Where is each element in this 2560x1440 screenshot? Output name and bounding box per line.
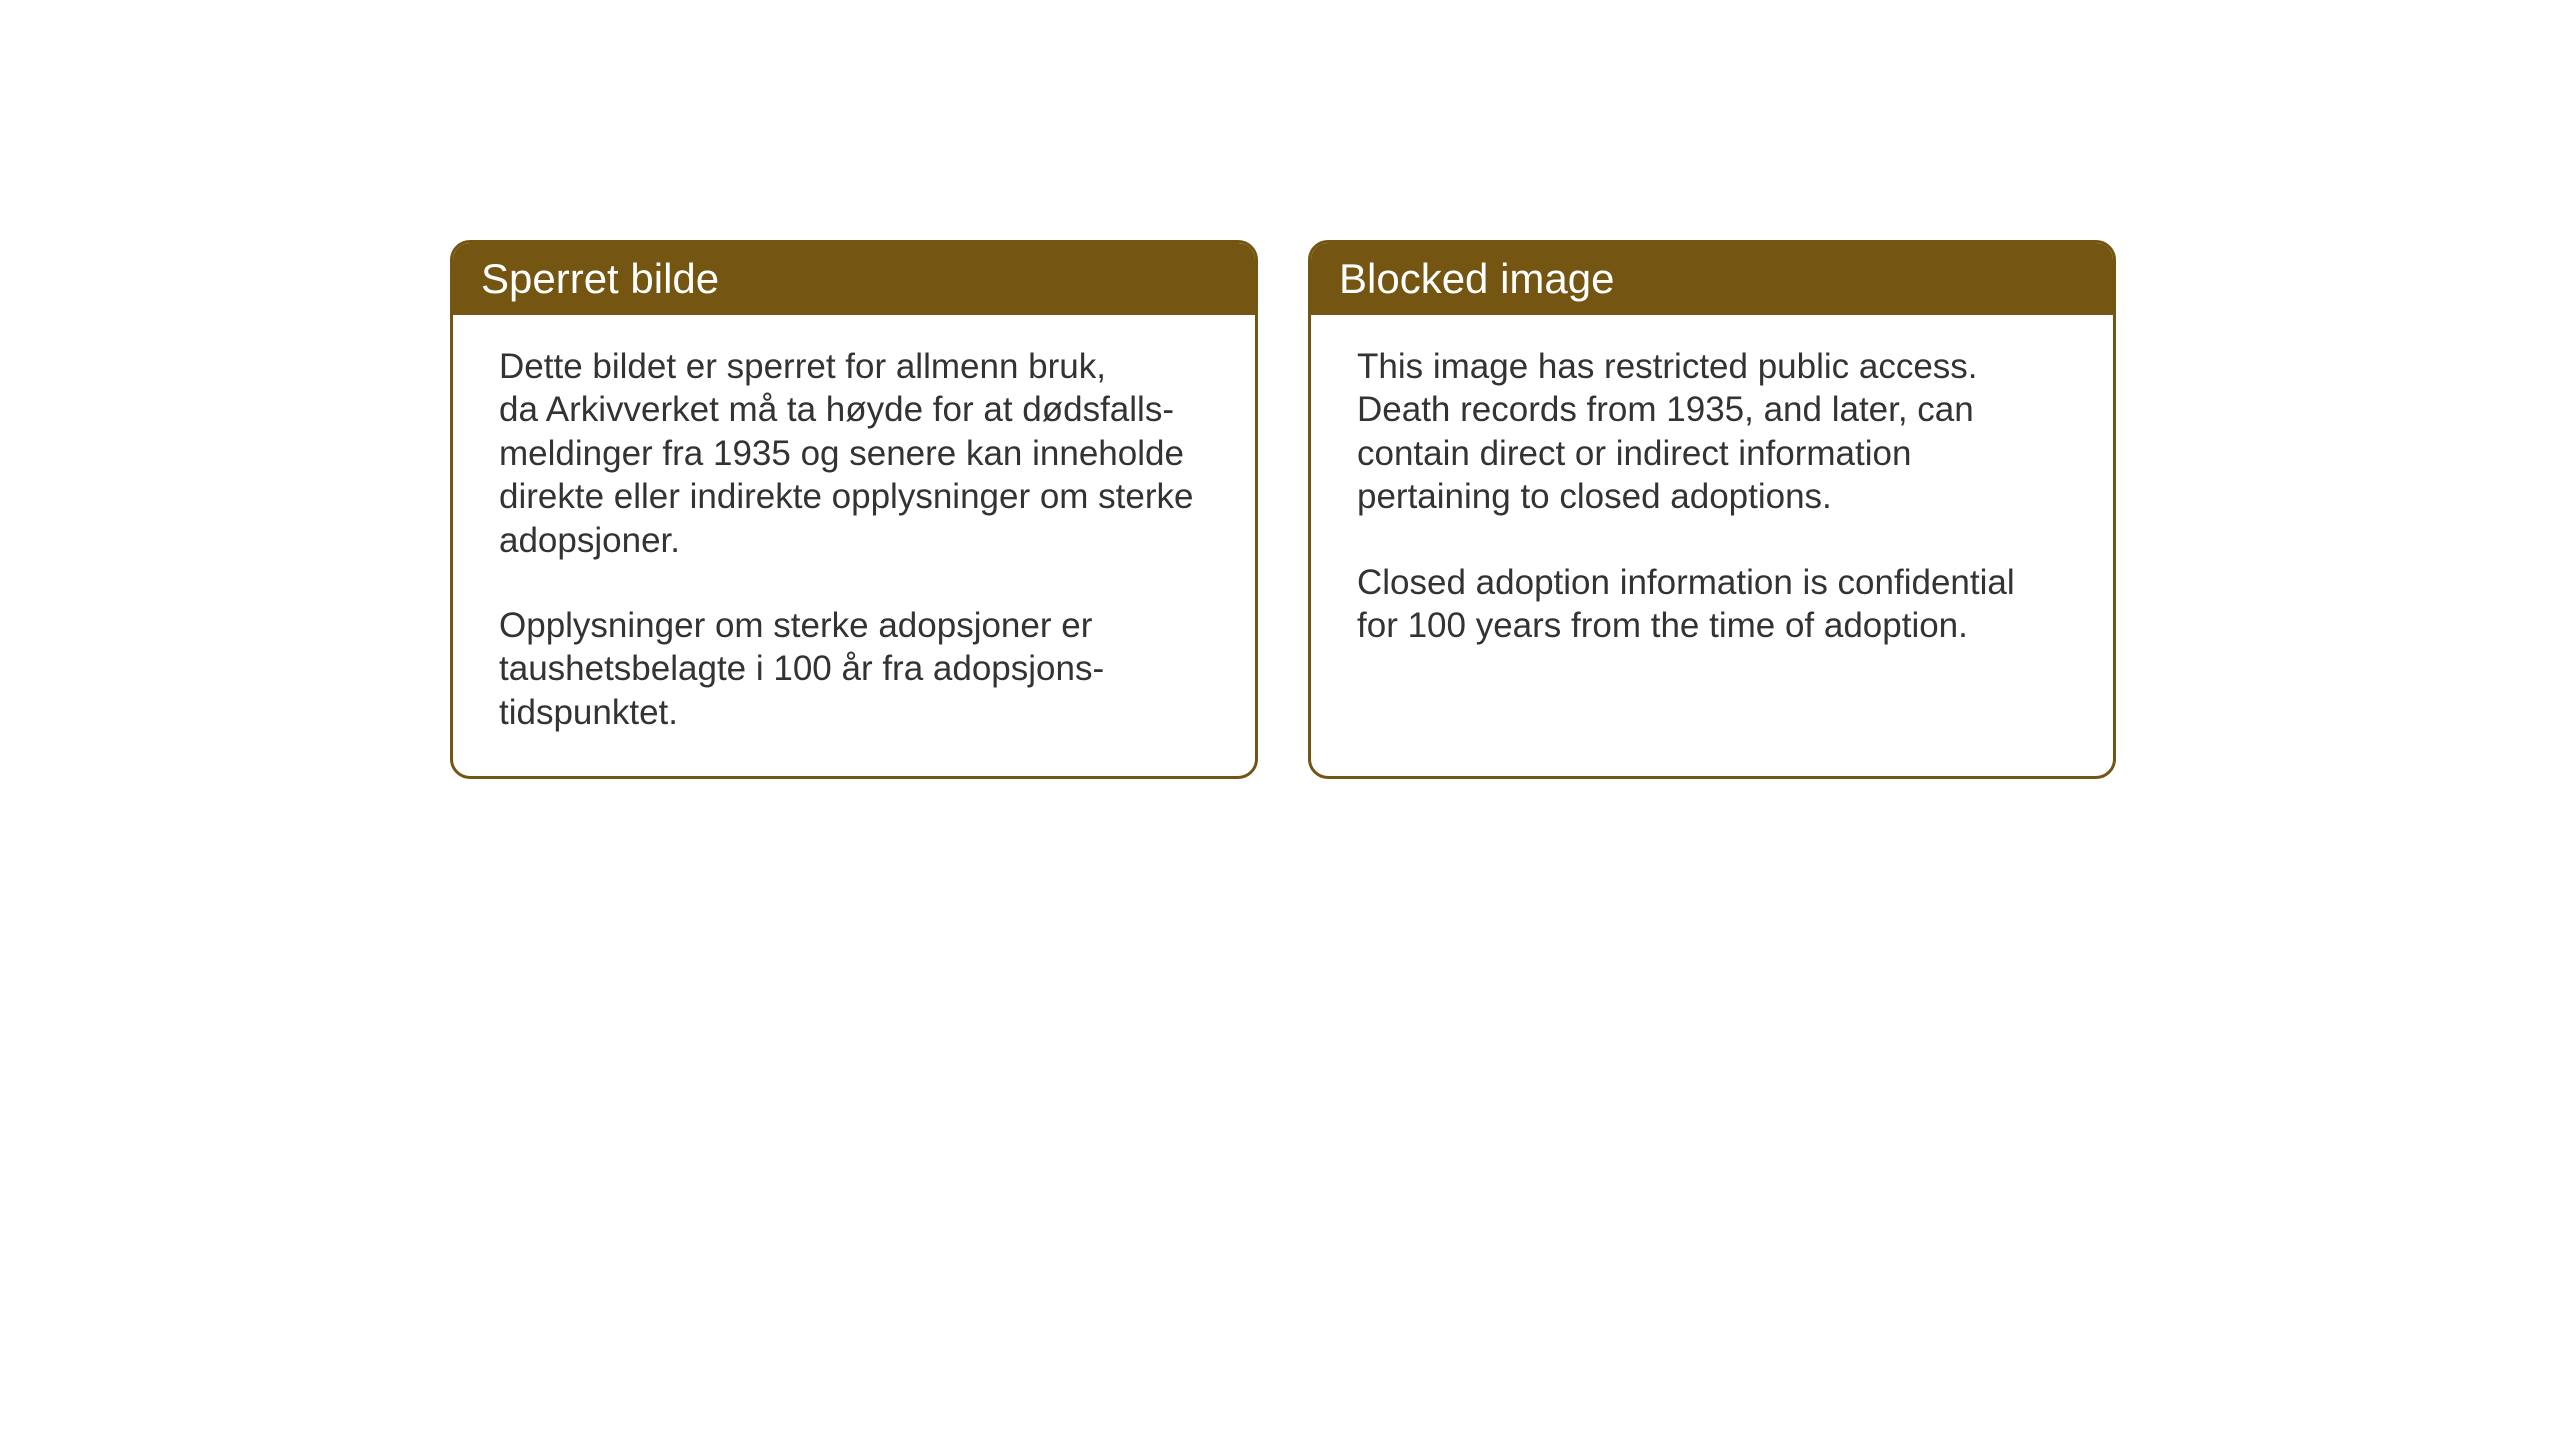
- text-line: for 100 years from the time of adoption.: [1357, 604, 2067, 647]
- norwegian-notice-card: Sperret bilde Dette bildet er sperret fo…: [450, 240, 1258, 779]
- text-line: This image has restricted public access.: [1357, 345, 2067, 388]
- text-line: adopsjoner.: [499, 519, 1209, 562]
- text-line: Death records from 1935, and later, can: [1357, 388, 2067, 431]
- english-paragraph-1: This image has restricted public access.…: [1357, 345, 2067, 519]
- text-line: tidspunktet.: [499, 691, 1209, 734]
- notice-container: Sperret bilde Dette bildet er sperret fo…: [450, 240, 2116, 779]
- norwegian-card-title: Sperret bilde: [453, 243, 1255, 315]
- norwegian-paragraph-2: Opplysninger om sterke adopsjoner er tau…: [499, 604, 1209, 734]
- english-card-title: Blocked image: [1311, 243, 2113, 315]
- text-line: da Arkivverket må ta høyde for at dødsfa…: [499, 388, 1209, 431]
- text-line: contain direct or indirect information: [1357, 432, 2067, 475]
- english-paragraph-2: Closed adoption information is confident…: [1357, 561, 2067, 648]
- text-line: Opplysninger om sterke adopsjoner er: [499, 604, 1209, 647]
- text-line: direkte eller indirekte opplysninger om …: [499, 475, 1209, 518]
- text-line: Closed adoption information is confident…: [1357, 561, 2067, 604]
- english-notice-card: Blocked image This image has restricted …: [1308, 240, 2116, 779]
- text-line: taushetsbelagte i 100 år fra adopsjons-: [499, 647, 1209, 690]
- english-card-body: This image has restricted public access.…: [1311, 315, 2113, 727]
- norwegian-paragraph-1: Dette bildet er sperret for allmenn bruk…: [499, 345, 1209, 562]
- text-line: Dette bildet er sperret for allmenn bruk…: [499, 345, 1209, 388]
- text-line: pertaining to closed adoptions.: [1357, 475, 2067, 518]
- text-line: meldinger fra 1935 og senere kan innehol…: [499, 432, 1209, 475]
- norwegian-card-body: Dette bildet er sperret for allmenn bruk…: [453, 315, 1255, 776]
